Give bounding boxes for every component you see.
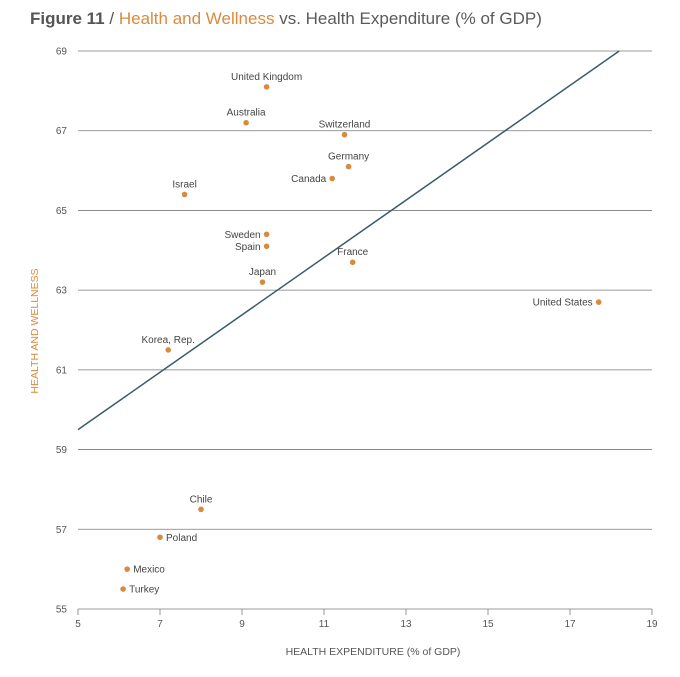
title-separator: / xyxy=(109,9,115,28)
y-tick-label: 67 xyxy=(56,126,68,137)
data-label: Australia xyxy=(227,108,266,119)
x-tick-label: 5 xyxy=(75,619,81,630)
y-tick-label: 65 xyxy=(56,206,68,217)
x-tick-label: 11 xyxy=(319,619,330,630)
data-point xyxy=(263,243,270,250)
data-label: United Kingdom xyxy=(231,72,302,83)
data-label: Japan xyxy=(249,267,276,278)
gridlines xyxy=(77,50,653,615)
data-point xyxy=(124,566,130,572)
x-tick-label: 17 xyxy=(564,619,576,630)
x-axis-title: HEALTH EXPENDITURE (% of GDP) xyxy=(286,646,461,658)
data-point xyxy=(329,175,336,182)
data-point xyxy=(165,347,171,353)
data-point xyxy=(259,279,266,285)
data-point xyxy=(157,534,163,541)
data-label: Mexico xyxy=(133,565,165,576)
x-tick-labels: 5 7 9 11 13 15 17 19 xyxy=(75,619,658,630)
data-label: Sweden xyxy=(224,230,260,241)
data-point xyxy=(198,506,204,513)
data-label: United States xyxy=(533,298,593,309)
data-points: United Kingdom Australia Switzerland German… xyxy=(120,72,602,596)
data-label: France xyxy=(337,247,369,258)
y-tick-labels: 55 57 59 61 63 65 67 69 xyxy=(56,47,68,616)
data-label: Switzerland xyxy=(319,120,371,131)
y-tick-label: 59 xyxy=(56,445,68,456)
data-point xyxy=(120,586,126,592)
x-tick-label: 7 xyxy=(157,619,163,630)
x-tick-label: 9 xyxy=(239,619,245,630)
title-connector: vs. xyxy=(279,9,301,28)
x-tick-label: 15 xyxy=(482,619,494,630)
y-tick-label: 69 xyxy=(56,47,68,58)
x-tick-label: 19 xyxy=(646,619,658,630)
data-point xyxy=(263,231,270,238)
data-label: Canada xyxy=(291,174,326,185)
y-axis-title: HEALTH AND WELLNESS xyxy=(29,268,41,393)
data-label: Spain xyxy=(235,242,261,253)
y-tick-label: 57 xyxy=(56,525,68,536)
title-x-variable: Health Expenditure (% of GDP) xyxy=(305,9,542,28)
data-point xyxy=(349,259,356,266)
y-tick-label: 61 xyxy=(56,365,68,376)
data-label: Germany xyxy=(328,152,369,163)
y-tick-label: 63 xyxy=(56,286,68,297)
x-tick-label: 13 xyxy=(400,619,412,630)
data-point xyxy=(243,119,249,126)
data-label: Israel xyxy=(172,179,196,190)
data-point xyxy=(263,84,270,90)
data-point xyxy=(341,131,348,138)
figure-number: Figure 11 xyxy=(30,9,105,28)
data-point xyxy=(345,163,352,170)
data-label: Korea, Rep. xyxy=(142,335,195,346)
y-tick-label: 55 xyxy=(56,605,68,616)
trend-line xyxy=(77,50,620,431)
figure-title: Figure 11 / Health and Wellness vs. Heal… xyxy=(30,9,542,29)
title-y-variable: Health and Wellness xyxy=(118,9,275,28)
data-point xyxy=(595,299,602,305)
data-label: Turkey xyxy=(129,585,159,596)
data-label: Poland xyxy=(166,533,197,544)
data-point xyxy=(181,191,188,198)
data-label: Chile xyxy=(190,494,213,505)
